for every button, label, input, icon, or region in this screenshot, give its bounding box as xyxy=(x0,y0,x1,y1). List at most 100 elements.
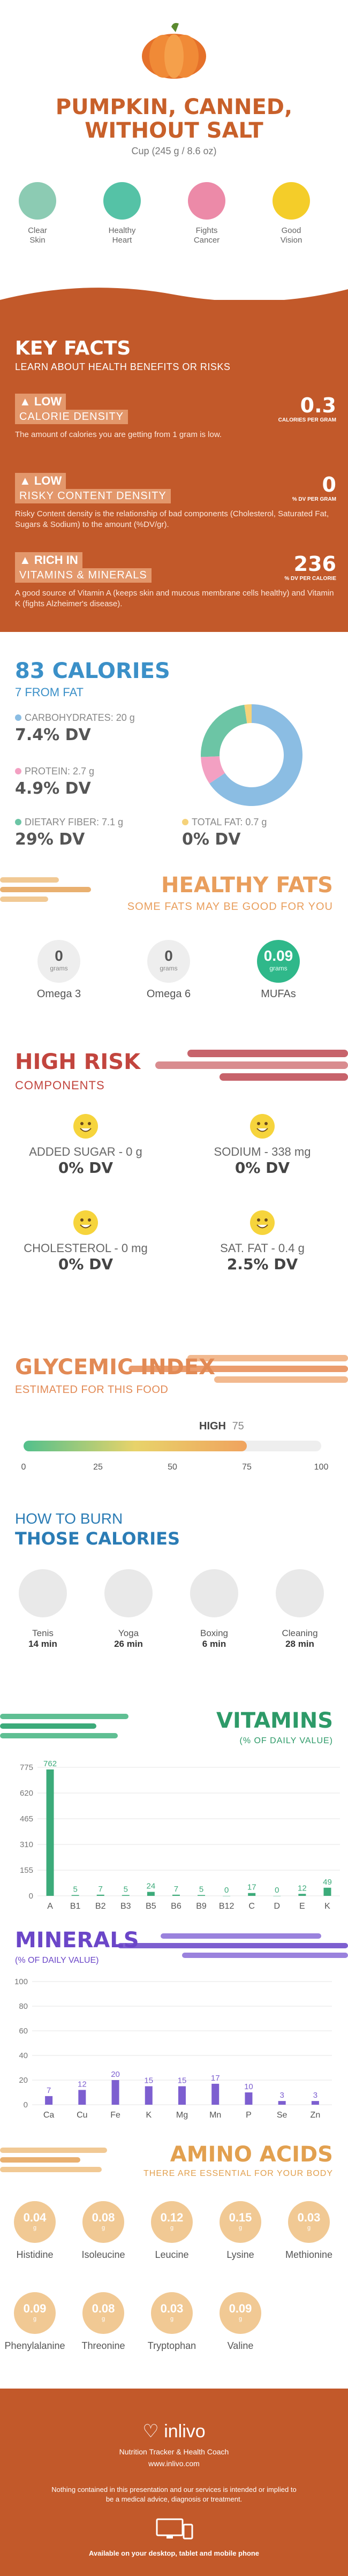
amino-name: Isoleucine xyxy=(81,2249,125,2260)
nutrient-label: TOTAL FAT: 0.7 g xyxy=(182,817,267,828)
bar-value-label: 3 xyxy=(279,2091,284,2100)
fact-unit: % DV PER GRAM xyxy=(292,496,336,502)
fact-level-text: LOW xyxy=(34,474,62,487)
glycemic-title: GLYCEMIC INDEX xyxy=(15,1355,216,1380)
x-tick-label: C xyxy=(248,1902,255,1911)
amino-circle: 0.03 g xyxy=(288,2201,330,2243)
leaf-icon: ▲ xyxy=(19,553,34,567)
activity-name: Tenis xyxy=(32,1628,54,1638)
nutrient-item: TOTAL FAT: 0.7 g 0% DV xyxy=(182,817,267,849)
activity-item: Boxing 6 min xyxy=(182,1569,246,1649)
bar xyxy=(122,1895,130,1896)
glycemic-tick-label: 0 xyxy=(21,1463,26,1472)
minerals-bar-chart: 0 20 40 60 80 100 7 Ca 12 Cu 20 Fe 15 K 15 Mg 17 Mn 10 P 3 Se… xyxy=(14,1977,332,2120)
nutrient-text: PROTEIN: 2.7 g xyxy=(25,766,95,777)
pie-slice xyxy=(201,704,247,757)
glycemic-scale: 0 25 50 75 100 xyxy=(21,1441,328,1472)
amino-circle: 0.09 g xyxy=(220,2292,261,2334)
bar xyxy=(96,1894,104,1896)
y-tick-label: 0 xyxy=(24,2100,28,2110)
glycemic-tick-label: 25 xyxy=(93,1463,103,1472)
bar xyxy=(145,2086,153,2105)
bar-value-label: 3 xyxy=(313,2091,317,2100)
healthy-fats-title: HEALTHY FATS xyxy=(161,873,333,898)
activity-item: Yoga 26 min xyxy=(96,1569,161,1649)
activity-name: Boxing xyxy=(200,1628,228,1638)
x-tick-label: Cu xyxy=(77,2111,87,2120)
y-tick-label: 620 xyxy=(20,1789,33,1798)
amino-unit: g xyxy=(238,2316,243,2322)
amino-name: Lysine xyxy=(226,2249,254,2260)
bar-value-label: 20 xyxy=(111,2070,120,2079)
bar-value-label: 10 xyxy=(244,2082,253,2091)
fact-value: 236% DV PER CALORIE xyxy=(284,552,336,582)
smiley-icon xyxy=(73,1210,98,1235)
x-tick-label: A xyxy=(47,1902,53,1911)
x-tick-label: B9 xyxy=(196,1902,207,1911)
fat-value: 0 xyxy=(164,947,173,964)
fat-unit: grams xyxy=(160,965,178,972)
fat-value: 0.09 xyxy=(263,947,293,964)
title-line-1: PUMPKIN, CANNED, xyxy=(55,95,293,119)
fat-circle: 0 grams xyxy=(147,940,190,983)
fact-value: 0% DV PER GRAM xyxy=(292,473,336,502)
fact-unit: % DV PER CALORIE xyxy=(284,576,336,582)
cleaning-icon xyxy=(276,1569,324,1617)
bar-value-label: 7 xyxy=(174,1885,178,1894)
minerals-title: MINERALS xyxy=(15,1928,139,1953)
amino-name: Histidine xyxy=(16,2249,54,2260)
bar-value-label: 12 xyxy=(298,1884,307,1893)
healthy-fats-subtitle: SOME FATS MAY BE GOOD FOR YOU xyxy=(127,901,333,913)
minerals-subtitle: (% OF DAILY VALUE) xyxy=(15,1956,99,1965)
burn-calories-section: HOW TO BURN THOSE CALORIES Tenis 14 min Yo… xyxy=(0,1505,348,1698)
benefit-label-line: Fights xyxy=(195,226,218,235)
amino-circle: 0.04 g xyxy=(14,2201,56,2243)
glycemic-section: GLYCEMIC INDEX ESTIMATED FOR THIS FOOD H… xyxy=(0,1339,348,1505)
amino-name: Threonine xyxy=(81,2340,125,2351)
fact-name: CALORIE DENSITY xyxy=(15,410,128,424)
nutrient-text: TOTAL FAT: 0.7 g xyxy=(192,817,267,827)
bar-value-label: 0 xyxy=(275,1886,279,1895)
pie-slice xyxy=(209,704,302,806)
benefit-item: Clear Skin xyxy=(11,182,64,245)
glycemic-fill xyxy=(24,1441,247,1451)
brand-url[interactable]: www.inlivo.com xyxy=(148,2459,200,2468)
benefit-label: Fights Cancer xyxy=(180,226,233,245)
x-tick-label: B2 xyxy=(95,1902,106,1911)
amino-item: 0.04 g Histidine xyxy=(0,2201,70,2261)
benefits-row: Clear Skin Healthy Heart Fights Cancer Good Vis… xyxy=(0,182,348,268)
smiley-icon xyxy=(250,1210,275,1235)
x-tick-label: Zn xyxy=(311,2111,321,2120)
nutrient-label: PROTEIN: 2.7 g xyxy=(15,766,94,777)
amino-value: 0.09 xyxy=(23,2302,47,2315)
legend-dot xyxy=(182,819,188,825)
stripe-decoration xyxy=(118,1933,348,1958)
amino-value: 0.08 xyxy=(92,2302,115,2315)
fact-item: ▲ LOW CALORIE DENSITY 0.3 CALORIES PER GRAM… xyxy=(15,394,336,440)
bar-value-label: 7 xyxy=(99,1885,103,1894)
nutrient-item: DIETARY FIBER: 7.1 g 29% DV xyxy=(15,817,123,849)
bar xyxy=(245,2092,253,2105)
nutrient-dv: 4.9% DV xyxy=(15,779,91,798)
bar-value-label: 17 xyxy=(211,2074,220,2083)
bar-value-label: 5 xyxy=(124,1885,128,1894)
title-line-2: WITHOUT SALT xyxy=(85,118,263,143)
benefit-label-line: Clear xyxy=(28,226,47,235)
amino-item: 0.08 g Threonine xyxy=(69,2292,138,2352)
amino-item: 0.09 g Valine xyxy=(206,2292,275,2352)
x-tick-label: B12 xyxy=(219,1902,234,1911)
y-tick-label: 155 xyxy=(20,1866,33,1875)
risk-item: SAT. FAT - 0.4 g 2.5% DV xyxy=(187,1210,337,1273)
brand-name: ♡ inlivo xyxy=(0,2421,348,2442)
boxing-icon xyxy=(190,1569,238,1617)
fat-unit: grams xyxy=(50,965,68,972)
benefit-item: Healthy Heart xyxy=(95,182,149,245)
bar-value-label: 24 xyxy=(147,1882,156,1891)
brand-text: inlivo xyxy=(164,2421,206,2442)
warning-icon: ▲ xyxy=(19,474,34,487)
calories-section: 83 CALORIES 7 FROM FAT CARBOHYDRATES: 20… xyxy=(0,632,348,868)
bar xyxy=(172,1894,180,1896)
amino-circle: 0.15 g xyxy=(220,2201,261,2243)
fact-number: 236 xyxy=(293,552,336,576)
